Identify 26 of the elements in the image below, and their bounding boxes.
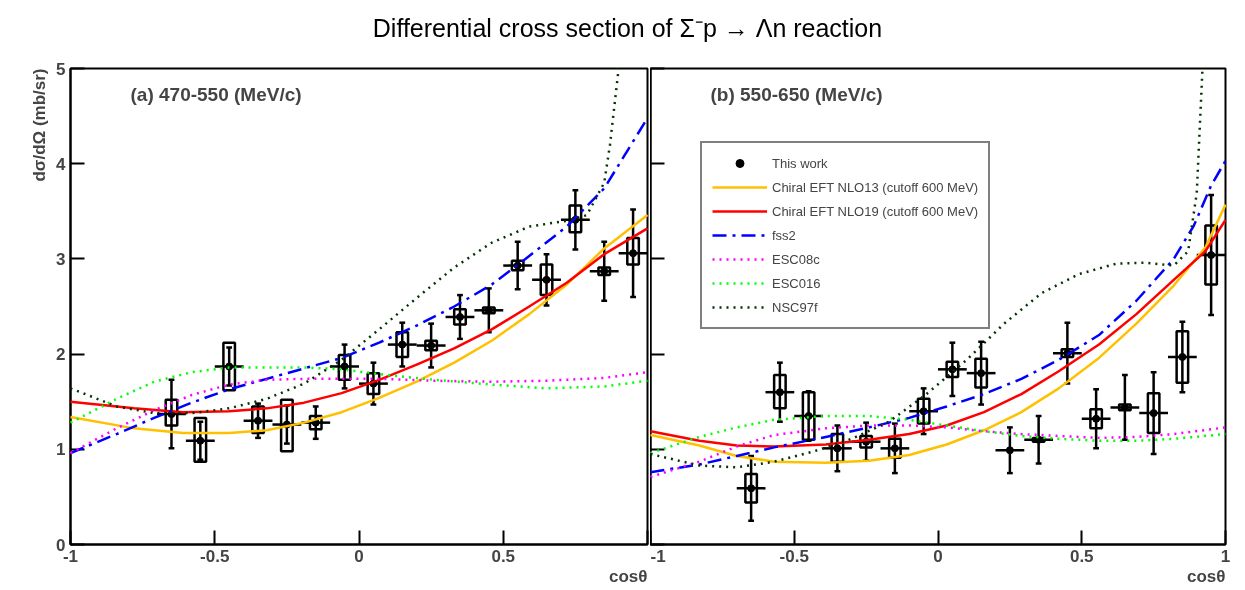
legend-label: This work (772, 155, 828, 171)
x-tick-label: -1 (650, 546, 666, 566)
x-tick-label: 0.5 (1069, 546, 1094, 566)
x-axis-title: cosθ (1187, 566, 1226, 586)
annotation: (a) 470-550 (MeV/c) (130, 83, 302, 105)
legend-label: ESC016 (772, 275, 821, 291)
chart-title: Differential cross section of Σ⁻p → Λn reaction (372, 13, 883, 44)
annotation: (b) 550-650 (MeV/c) (710, 83, 883, 105)
x-tick-label: 0 (354, 546, 364, 566)
y-tick-label: 1 (56, 440, 66, 460)
x-tick-label: 0 (933, 546, 943, 566)
legend-label: Chiral EFT NLO13 (cutoff 600 MeV) (772, 179, 979, 195)
y-tick-label: 5 (56, 59, 66, 79)
legend-label: fss2 (772, 227, 796, 243)
x-tick-label: -0.5 (200, 546, 230, 566)
y-tick-label: 4 (56, 154, 67, 174)
x-axis-title: cosθ (609, 566, 648, 586)
y-tick-label: 2 (56, 345, 66, 365)
x-tick-label: 0.5 (491, 546, 516, 566)
legend-label: ESC08c (772, 251, 820, 267)
x-tick-label: 1 (1220, 546, 1231, 566)
x-tick-label: -0.5 (779, 546, 809, 566)
legend-label: Chiral EFT NLO19 (cutoff 600 MeV) (772, 203, 979, 219)
y-tick-label: 3 (56, 249, 66, 269)
y-axis-title: dσ/dΩ (mb/sr) (29, 68, 49, 182)
legend-label: NSC97f (772, 299, 818, 315)
